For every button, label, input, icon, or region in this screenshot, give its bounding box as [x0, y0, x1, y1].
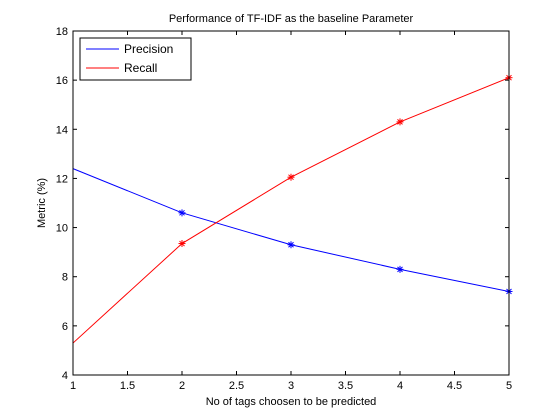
y-tick-label: 6	[62, 321, 68, 333]
x-tick-label: 4.5	[447, 380, 462, 392]
data-point-precision	[396, 265, 404, 273]
x-tick-label: 5	[506, 380, 512, 392]
y-tick-label: 8	[62, 272, 68, 284]
ticks-layer: 1 1.5 2 2.5 3 3.5 4 4.5 5 4 6 8 10 12 14 16 18	[56, 26, 512, 392]
legend-label-precision: Precision	[124, 42, 173, 56]
x-tick-label: 4	[397, 380, 403, 392]
y-tick-label: 10	[56, 223, 68, 235]
data-point-recall	[396, 118, 404, 126]
data-point-precision	[178, 209, 186, 217]
data-point-recall	[178, 240, 186, 248]
x-tick-label: 3	[288, 380, 294, 392]
x-tick-label: 1	[70, 380, 76, 392]
plot-background	[73, 31, 509, 375]
y-tick-label: 14	[56, 124, 68, 136]
y-tick-label: 16	[56, 75, 68, 87]
data-point-precision	[287, 241, 295, 249]
legend: Precision Recall	[79, 37, 192, 81]
y-tick-label: 12	[56, 173, 68, 185]
x-axis-label: No of tags choosen to be predicted	[206, 396, 377, 408]
x-tick-label: 3.5	[338, 380, 353, 392]
y-tick-label: 18	[56, 26, 68, 38]
series-layer	[72, 74, 513, 344]
legend-box	[79, 37, 192, 81]
y-axis-label: Metric (%)	[36, 178, 48, 228]
y-tick-label: 4	[62, 370, 68, 382]
x-tick-label: 1.5	[120, 380, 135, 392]
x-tick-label: 2	[179, 380, 185, 392]
x-tick-label: 2.5	[229, 380, 244, 392]
data-point-recall	[287, 173, 295, 181]
legend-label-recall: Recall	[124, 61, 157, 75]
chart-title: Performance of TF-IDF as the baseline Pa…	[169, 13, 414, 25]
